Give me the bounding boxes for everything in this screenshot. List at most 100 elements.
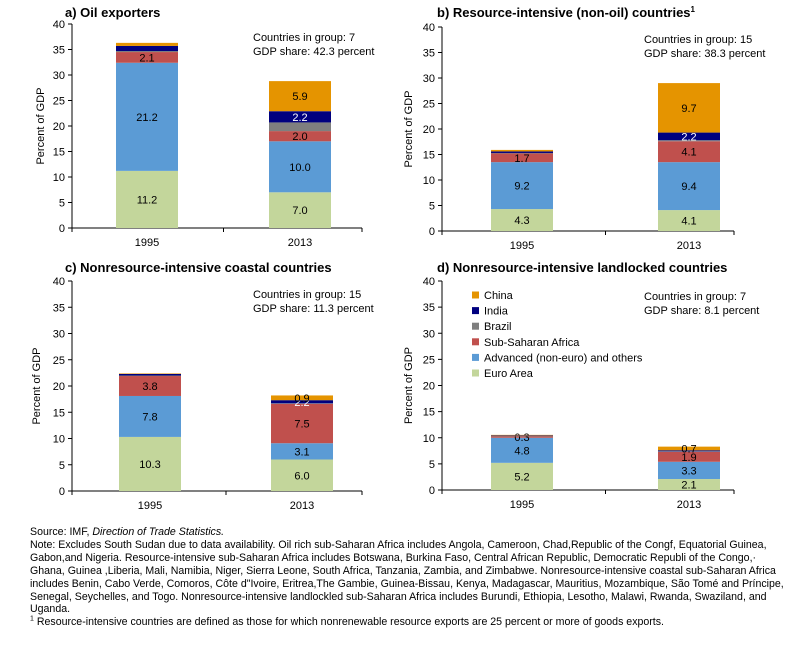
source-line: Source: IMF, Direction of Trade Statisti… (30, 526, 790, 539)
data-label: 0.9 (294, 393, 309, 405)
x-tick-label: 1995 (510, 240, 534, 252)
bar-india (658, 450, 720, 452)
y-tick-label: 5 (429, 459, 435, 471)
y-axis-label: Percent of GDP (35, 87, 47, 164)
panel-title: d) Nonresource-intensive landlocked coun… (437, 260, 727, 275)
data-label: 1.9 (681, 452, 696, 464)
legend-swatch-brazil (472, 322, 479, 330)
data-label: 4.1 (681, 216, 696, 228)
x-tick-label: 2013 (677, 240, 701, 252)
y-tick-label: 35 (53, 302, 65, 314)
data-label: 2.2 (681, 131, 696, 143)
data-label: 1.7 (514, 153, 529, 165)
group-info-text: Countries in group: 7 (253, 32, 355, 44)
y-tick-label: 30 (423, 328, 435, 340)
bar-sub-saharan-africa (119, 376, 181, 396)
y-tick-label: 5 (59, 198, 65, 210)
bar-brazil (271, 403, 333, 404)
group-info-text: GDP share: 38.3 percent (644, 48, 765, 60)
bar-euro-area (658, 479, 720, 490)
y-tick-label: 30 (423, 73, 435, 85)
data-label: 10.0 (289, 162, 310, 174)
source-title: Direction of Trade Statistics. (92, 526, 225, 538)
y-tick-label: 20 (53, 121, 65, 133)
bar-advanced-non-euro-and-others (269, 141, 331, 193)
panel-1: a) Oil exporters 0 5 10 15 20 25 30 35 40 Percent … (35, 5, 374, 249)
bar-sub-saharan-africa (271, 403, 333, 444)
data-label: 7.8 (142, 411, 157, 423)
legend-label: India (484, 306, 509, 318)
x-tick-label: 2013 (288, 237, 312, 249)
y-tick-label: 0 (59, 223, 65, 235)
bar-india (119, 373, 181, 376)
data-label: 11.2 (137, 194, 158, 206)
panel-3: c) Nonresource-intensive coastal countri… (31, 260, 374, 512)
bar-china (658, 446, 720, 451)
group-info-text: Countries in group: 15 (644, 34, 752, 46)
bar-brazil (116, 51, 178, 53)
group-info-text: Countries in group: 7 (644, 291, 746, 303)
y-tick-label: 35 (53, 45, 65, 57)
y-tick-label: 30 (53, 329, 65, 341)
y-axis-label: Percent of GDP (403, 347, 415, 424)
footnote: 1 Resource-intensive countries are defin… (30, 616, 790, 629)
chart-figure: a) Oil exporters 0 5 10 15 20 25 30 35 40 Percent … (31, 5, 765, 512)
y-tick-label: 15 (423, 150, 435, 162)
y-tick-label: 10 (53, 434, 65, 446)
chart-canvas: a) Oil exporters 0 5 10 15 20 25 30 35 40 Percent … (31, 5, 765, 512)
bar-euro-area (116, 170, 178, 228)
data-label: 10.3 (139, 459, 160, 471)
group-info-text: GDP share: 11.3 percent (253, 303, 374, 315)
bar-sub-saharan-africa (658, 141, 720, 163)
data-label: 2.0 (292, 131, 307, 143)
panel-2: b) Resource-intensive (non-oil) countrie… (403, 5, 765, 252)
bar-india (491, 435, 553, 436)
bar-china (491, 149, 553, 152)
y-tick-label: 35 (423, 302, 435, 314)
data-label: 5.2 (514, 471, 529, 483)
y-tick-label: 25 (53, 355, 65, 367)
bar-india (271, 400, 333, 404)
data-label: 3.1 (294, 446, 309, 458)
y-tick-label: 40 (423, 276, 435, 288)
y-tick-label: 15 (53, 147, 65, 159)
y-tick-label: 20 (423, 381, 435, 393)
panel-4: d) Nonresource-intensive landlocked coun… (403, 260, 759, 511)
bar-china (269, 81, 331, 112)
bar-euro-area (491, 462, 553, 490)
legend-swatch-euro-area (472, 369, 479, 377)
group-info-text: GDP share: 8.1 percent (644, 305, 759, 317)
data-label: 3.3 (681, 465, 696, 477)
bar-advanced-non-euro-and-others (119, 395, 181, 437)
y-tick-label: 25 (423, 354, 435, 366)
bar-china (119, 373, 181, 374)
legend-label: Advanced (non-euro) and others (484, 352, 643, 364)
bar-euro-area (269, 192, 331, 228)
data-label: 2.1 (681, 480, 696, 492)
bar-india (491, 151, 553, 153)
bar-china (116, 42, 178, 46)
bar-india (116, 45, 178, 52)
y-axis-label: Percent of GDP (31, 347, 43, 424)
y-tick-label: 25 (423, 99, 435, 111)
y-tick-label: 10 (53, 172, 65, 184)
panel-title-text: d) Nonresource-intensive landlocked coun… (437, 260, 727, 275)
bar-sub-saharan-africa (491, 436, 553, 438)
data-label: 5.9 (292, 91, 307, 103)
y-tick-label: 15 (53, 407, 65, 419)
y-axis-label: Percent of GDP (403, 90, 415, 167)
y-tick-label: 0 (59, 486, 65, 498)
bar-advanced-non-euro-and-others (116, 62, 178, 171)
bar-advanced-non-euro-and-others (491, 437, 553, 463)
x-tick-label: 1995 (510, 499, 534, 511)
bar-euro-area (658, 210, 720, 231)
y-tick-label: 40 (423, 22, 435, 34)
footnote-marker: 1 (30, 615, 34, 623)
bar-sub-saharan-africa (116, 52, 178, 63)
bar-china (271, 395, 333, 401)
bar-sub-saharan-africa (269, 131, 331, 142)
data-label: 2.2 (292, 112, 307, 124)
y-tick-label: 35 (423, 48, 435, 60)
panel-title-text: a) Oil exporters (65, 5, 160, 20)
y-tick-label: 0 (429, 226, 435, 238)
